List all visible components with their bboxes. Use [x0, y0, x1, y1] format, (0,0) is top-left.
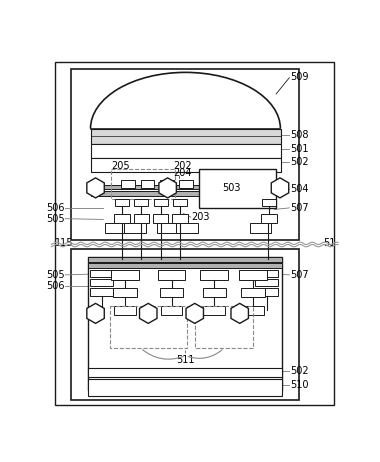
Bar	[91, 185, 281, 189]
Bar	[121, 180, 135, 188]
Text: 511: 511	[176, 355, 195, 365]
Text: 202: 202	[173, 161, 192, 170]
Polygon shape	[271, 178, 289, 198]
Polygon shape	[87, 304, 104, 323]
Bar	[157, 223, 179, 232]
Bar	[261, 214, 277, 223]
Bar	[105, 223, 127, 232]
Bar	[199, 170, 276, 208]
Text: 502: 502	[290, 366, 309, 376]
Bar	[88, 368, 282, 377]
Bar	[91, 128, 281, 144]
Text: 203: 203	[192, 212, 210, 222]
Text: 507: 507	[290, 203, 309, 213]
Bar	[195, 306, 253, 348]
Bar	[113, 288, 137, 297]
Bar	[124, 223, 146, 232]
Bar	[161, 306, 182, 315]
Bar	[71, 249, 299, 401]
Bar	[160, 180, 174, 188]
Text: 501: 501	[290, 144, 309, 153]
Bar	[91, 158, 281, 172]
Text: 205: 205	[111, 161, 130, 170]
Bar	[115, 199, 129, 207]
Bar	[90, 288, 113, 296]
Bar	[179, 180, 193, 188]
Text: 204: 204	[173, 168, 192, 178]
Bar	[88, 257, 282, 389]
Bar	[241, 288, 264, 297]
Polygon shape	[87, 178, 104, 198]
Text: 507: 507	[290, 270, 309, 280]
Text: 502: 502	[290, 158, 309, 167]
Bar	[91, 191, 281, 195]
Bar	[262, 199, 276, 207]
Bar	[255, 288, 279, 296]
Bar	[111, 269, 139, 280]
Bar	[114, 306, 136, 315]
Bar	[255, 269, 279, 277]
Bar	[239, 269, 267, 280]
Bar	[90, 279, 113, 286]
Bar	[114, 214, 130, 223]
Bar	[109, 306, 187, 348]
Text: 508: 508	[290, 130, 309, 140]
Bar	[154, 199, 168, 207]
Bar	[91, 144, 281, 158]
Bar	[141, 180, 154, 188]
Bar	[255, 279, 279, 286]
Bar	[134, 199, 148, 207]
Bar	[88, 263, 282, 268]
Bar	[88, 379, 282, 396]
Bar	[160, 288, 183, 297]
Text: 505: 505	[46, 214, 65, 224]
Bar	[153, 214, 168, 223]
Text: 506: 506	[46, 203, 65, 213]
Bar	[203, 306, 225, 315]
Text: 504: 504	[290, 184, 309, 195]
Text: 115: 115	[55, 238, 74, 248]
Polygon shape	[186, 304, 203, 323]
Text: 505: 505	[46, 270, 65, 280]
Bar	[71, 69, 299, 240]
Bar	[172, 214, 188, 223]
Bar	[111, 170, 174, 199]
Text: 51: 51	[323, 238, 336, 248]
Polygon shape	[159, 178, 176, 198]
Bar	[200, 269, 228, 280]
Bar	[250, 223, 271, 232]
Bar	[90, 269, 113, 277]
Bar	[176, 223, 198, 232]
Bar	[133, 214, 149, 223]
Bar	[173, 199, 187, 207]
Bar	[88, 257, 282, 262]
Text: 510: 510	[290, 380, 309, 390]
Polygon shape	[139, 304, 157, 323]
Bar	[203, 288, 226, 297]
Text: 509: 509	[290, 72, 309, 82]
Text: 506: 506	[46, 281, 65, 292]
Text: 503: 503	[222, 183, 241, 193]
Bar	[158, 269, 185, 280]
Polygon shape	[231, 304, 249, 323]
Bar	[242, 306, 264, 315]
